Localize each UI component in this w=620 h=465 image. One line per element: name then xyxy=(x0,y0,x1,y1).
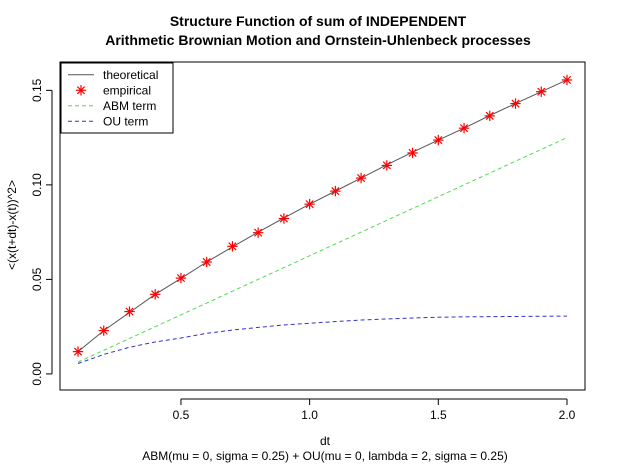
legend-item-ou-term: OU term xyxy=(68,114,148,128)
legend-label: ABM term xyxy=(103,99,156,113)
series-layer xyxy=(72,74,573,365)
empirical-point-stroke xyxy=(562,75,572,85)
empirical-point xyxy=(98,325,109,336)
y-tick-label: 0.05 xyxy=(30,267,44,291)
empirical-point-stroke xyxy=(459,124,469,133)
empirical-point-stroke xyxy=(76,86,86,95)
empirical-point-stroke xyxy=(408,148,417,158)
empirical-point xyxy=(407,147,418,159)
empirical-point-stroke xyxy=(357,173,366,183)
empirical-point-stroke xyxy=(279,214,288,223)
empirical-point-stroke xyxy=(99,326,108,335)
empirical-point xyxy=(381,160,393,171)
abm-term-line xyxy=(77,137,568,363)
empirical-point-stroke xyxy=(228,242,237,251)
empirical-point-stroke xyxy=(125,307,134,316)
x-tick-label: 0.5 xyxy=(173,408,190,422)
empirical-point-stroke xyxy=(511,99,520,108)
x-tick-label: 1.5 xyxy=(430,408,447,422)
y-tick-label: 0.15 xyxy=(30,78,44,102)
empirical-point-stroke xyxy=(254,228,263,237)
y-axis-label: <(x(t+dt)-x(t))^2> xyxy=(5,180,19,270)
empirical-point xyxy=(561,74,573,86)
legend-item-theoretical: theoretical xyxy=(68,68,158,82)
empirical-point-stroke xyxy=(434,135,443,145)
theoretical-line xyxy=(77,79,568,353)
plot-area xyxy=(59,61,586,391)
empirical-point xyxy=(458,122,470,134)
empirical-point-stroke xyxy=(73,347,83,356)
x-axis: 0.5 1.0 1.5 2.0 xyxy=(173,398,576,422)
empirical-point-stroke xyxy=(485,111,494,120)
empirical-point-stroke xyxy=(331,187,340,196)
series-empirical xyxy=(72,74,573,357)
empirical-point-stroke xyxy=(305,200,314,209)
chart-subtitle: Arithmetic Brownian Motion and Ornstein-… xyxy=(105,32,531,48)
x-axis-label: dt xyxy=(320,434,331,448)
series-theoretical xyxy=(77,79,568,353)
empirical-point xyxy=(175,272,187,284)
empirical-point xyxy=(484,110,495,122)
plot-frame xyxy=(59,61,586,391)
empirical-point-stroke xyxy=(537,87,546,96)
empirical-point xyxy=(536,86,547,97)
empirical-point xyxy=(150,289,161,300)
empirical-point xyxy=(433,134,444,146)
empirical-point-stroke xyxy=(202,257,211,267)
x-tick-label: 2.0 xyxy=(559,408,576,422)
empirical-point xyxy=(252,227,264,238)
empirical-point xyxy=(304,198,315,210)
empirical-point-stroke xyxy=(151,290,160,299)
legend-item-abm-term: ABM term xyxy=(68,99,156,113)
y-axis: 0.00 0.05 0.10 0.15 xyxy=(30,78,53,386)
empirical-point xyxy=(355,172,367,184)
empirical-point xyxy=(510,98,521,109)
empirical-point xyxy=(278,213,290,224)
legend-label: theoretical xyxy=(103,68,158,82)
y-tick-label: 0.10 xyxy=(30,173,44,197)
legend-symbol xyxy=(75,85,87,96)
ou-term-line xyxy=(77,315,567,365)
empirical-point xyxy=(330,185,341,197)
empirical-point-stroke xyxy=(176,273,186,283)
series-ou-term xyxy=(77,315,567,365)
empirical-point xyxy=(201,256,212,268)
legend-label: empirical xyxy=(103,83,151,97)
empirical-point xyxy=(227,241,238,252)
x-tick-label: 1.0 xyxy=(301,408,318,422)
chart-title: Structure Function of sum of INDEPENDENT xyxy=(170,13,467,29)
y-tick-label: 0.00 xyxy=(30,362,44,386)
x-axis-sublabel: ABM(mu = 0, sigma = 0.25) + OU(mu = 0, l… xyxy=(142,449,508,463)
legend-label: OU term xyxy=(103,114,148,128)
legend-item-empirical: empirical xyxy=(75,83,151,97)
empirical-point xyxy=(124,306,135,317)
series-abm-term xyxy=(77,137,568,363)
empirical-point xyxy=(72,346,84,357)
empirical-point-stroke xyxy=(382,161,391,170)
